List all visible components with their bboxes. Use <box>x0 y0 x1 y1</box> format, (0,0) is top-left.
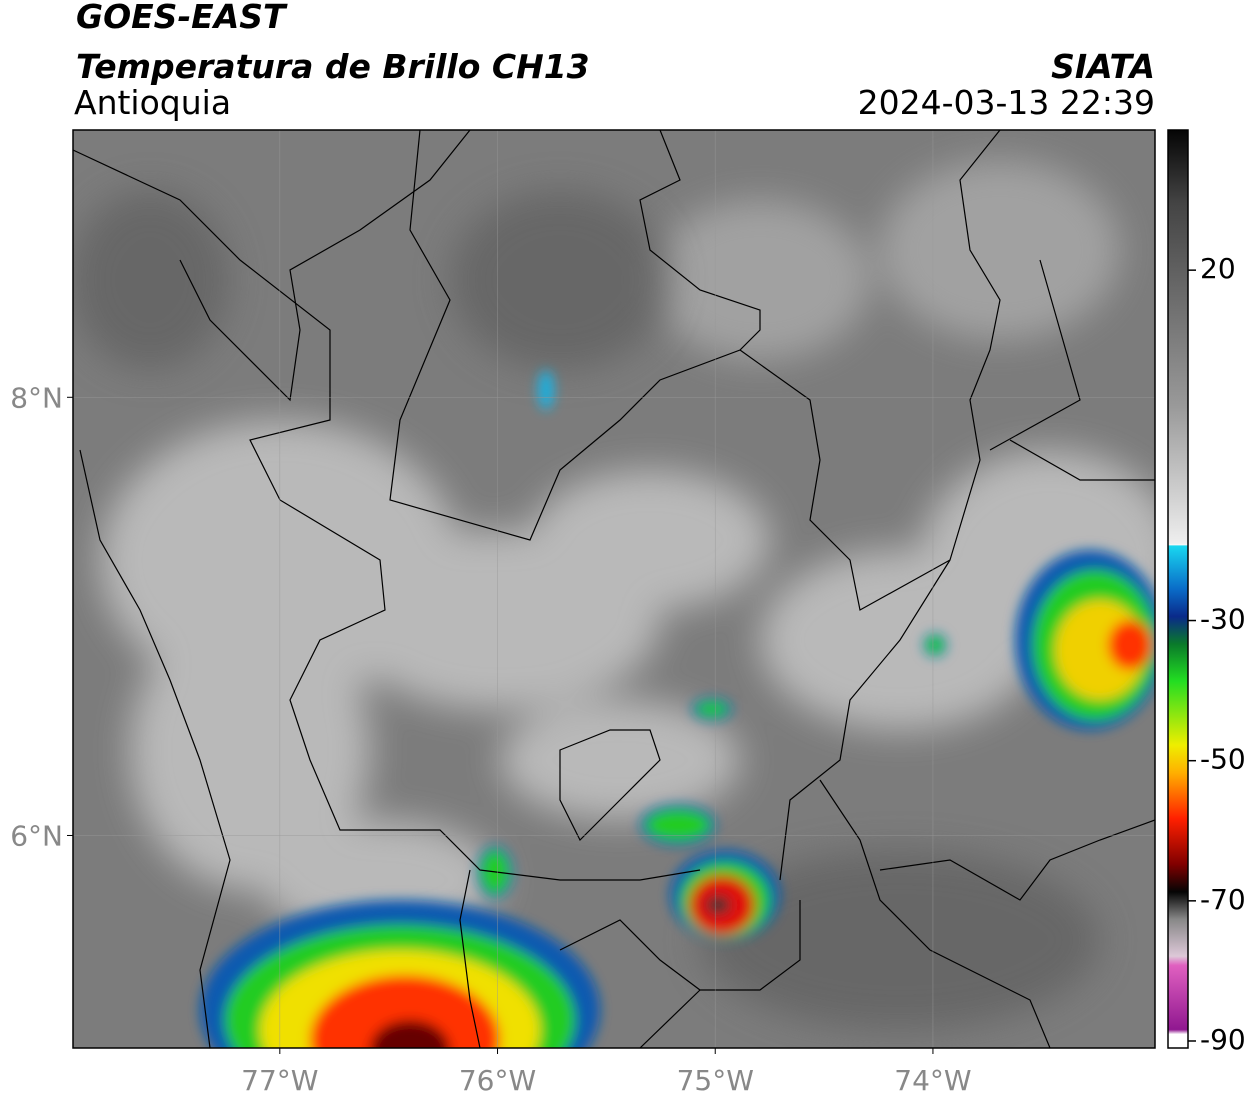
x-tick-label: 77°W <box>241 1064 318 1097</box>
region: Antioquia <box>74 83 231 122</box>
colorbar <box>1167 129 1189 1049</box>
x-tick-label: 75°W <box>677 1064 754 1097</box>
colorbar-tick-label: -50 <box>1200 743 1246 776</box>
map-imagery <box>73 130 1155 1048</box>
x-tick-label: 76°W <box>459 1064 536 1097</box>
colorbar-tick-label: -90 <box>1200 1023 1246 1056</box>
y-tick-label: 8°N <box>10 381 63 414</box>
y-tick-label: 6°N <box>10 819 63 852</box>
title: GOES-EAST <box>76 0 288 36</box>
x-tick-label: 74°W <box>894 1064 971 1097</box>
datetime: 2024-03-13 22:39 <box>858 83 1155 122</box>
map-frame <box>72 129 1156 1049</box>
colorbar-tick-label: -30 <box>1200 603 1246 636</box>
graticule <box>73 130 1155 1048</box>
colorbar-tick-label: -70 <box>1200 883 1246 916</box>
source: SIATA <box>1051 47 1155 86</box>
subtitle: Temperatura de Brillo CH13 <box>76 47 590 86</box>
colorbar-tick-label: 20 <box>1200 252 1236 285</box>
